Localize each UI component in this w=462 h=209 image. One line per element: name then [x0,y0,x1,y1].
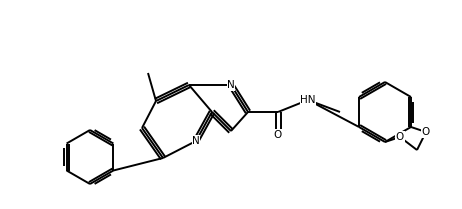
Text: N: N [192,136,200,146]
Text: O: O [396,132,404,142]
Text: HN: HN [300,95,316,105]
Text: N: N [227,80,235,90]
Text: O: O [422,127,430,137]
Text: O: O [274,130,282,140]
